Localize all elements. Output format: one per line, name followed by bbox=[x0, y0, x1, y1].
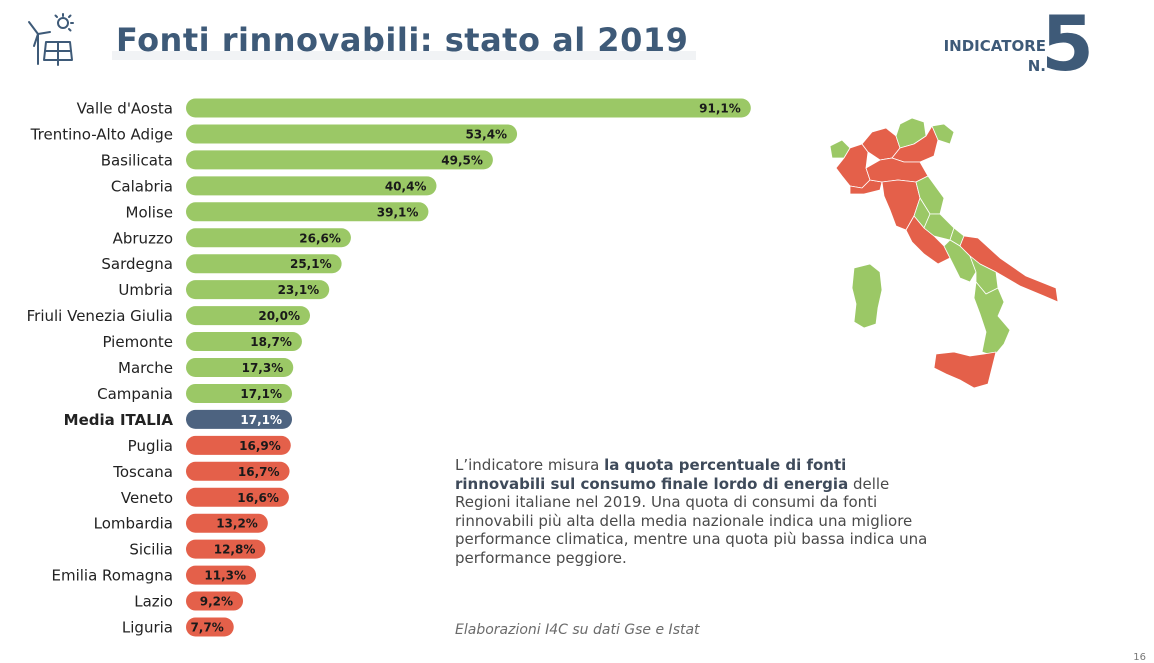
bar-value-label: 40,4% bbox=[385, 179, 427, 193]
bar bbox=[186, 565, 257, 585]
bar-value-label: 16,9% bbox=[239, 439, 281, 453]
indicator-label-line1: INDICATORE bbox=[943, 37, 1046, 55]
bar bbox=[186, 280, 330, 300]
bar-value-label: 39,1% bbox=[377, 205, 419, 219]
category-label: Calabria bbox=[111, 177, 173, 195]
category-label: Molise bbox=[126, 203, 174, 221]
bar bbox=[186, 617, 234, 637]
indicator-description: L’indicatore misura la quota percentuale… bbox=[455, 456, 935, 568]
bar bbox=[186, 461, 290, 481]
bar bbox=[186, 228, 351, 248]
category-label: Friuli Venezia Giulia bbox=[27, 307, 173, 325]
description-bold: la quota percentuale di fonti rinnovabil… bbox=[455, 456, 849, 493]
map-region-sicilia bbox=[933, 351, 997, 389]
bar-value-label: 26,6% bbox=[299, 231, 341, 245]
source-note: Elaborazioni I4C su dati Gse e Istat bbox=[455, 622, 700, 638]
bar-value-label: 11,3% bbox=[204, 569, 246, 583]
indicator-number: 5 bbox=[1041, 0, 1094, 88]
title-banner: Fonti rinnovabili: stato al 2019 bbox=[112, 20, 697, 60]
category-label: Liguria bbox=[122, 619, 173, 637]
indicator-label: INDICATORE N. bbox=[944, 36, 1046, 76]
bar-value-label: 18,7% bbox=[250, 335, 292, 349]
category-label: Emilia Romagna bbox=[51, 567, 173, 585]
bar-value-label: 13,2% bbox=[216, 517, 258, 531]
bar bbox=[186, 254, 342, 274]
page-title: Fonti rinnovabili: stato al 2019 bbox=[116, 21, 689, 59]
map-region-sardegna bbox=[851, 263, 883, 329]
bar bbox=[186, 383, 293, 403]
bar-value-label: 20,0% bbox=[258, 309, 300, 323]
bar bbox=[186, 98, 751, 118]
bar bbox=[186, 176, 437, 196]
renewables-bar-chart: Valle d'Aosta 91,1% Trentino-Alto Adige 53,… bbox=[27, 98, 751, 637]
bar bbox=[186, 539, 266, 559]
bar-value-label: 17,1% bbox=[240, 413, 282, 427]
bar-value-label: 53,4% bbox=[465, 127, 507, 141]
bar-value-label: 91,1% bbox=[699, 102, 741, 116]
indicator-label-line2: N. bbox=[1027, 57, 1046, 75]
category-label: Media ITALIA bbox=[64, 411, 174, 429]
category-label: Valle d'Aosta bbox=[77, 100, 173, 118]
category-label: Piemonte bbox=[102, 333, 173, 351]
page-number: 16 bbox=[1133, 652, 1146, 663]
indicator-badge: INDICATORE N. 5 bbox=[934, 4, 1124, 84]
category-label: Veneto bbox=[121, 489, 173, 507]
bar-value-label: 9,2% bbox=[200, 595, 233, 609]
bar bbox=[186, 513, 268, 533]
category-label: Basilicata bbox=[101, 151, 173, 169]
bar bbox=[186, 332, 302, 352]
bar-value-label: 17,3% bbox=[242, 361, 284, 375]
category-label: Umbria bbox=[118, 281, 173, 299]
category-label: Abruzzo bbox=[113, 229, 173, 247]
bar bbox=[186, 591, 244, 611]
bar bbox=[186, 435, 291, 455]
bar bbox=[186, 487, 289, 507]
description-part1: L’indicatore misura bbox=[455, 456, 605, 474]
category-label: Marche bbox=[118, 359, 173, 377]
bar bbox=[186, 202, 429, 222]
bar-value-label: 49,5% bbox=[441, 153, 483, 167]
map-region-emilia bbox=[865, 157, 929, 183]
bar bbox=[186, 358, 294, 377]
bar bbox=[186, 124, 518, 144]
category-label: Toscana bbox=[112, 463, 173, 481]
map-region-calabria bbox=[973, 281, 1011, 357]
bar bbox=[186, 150, 493, 170]
category-label: Lombardia bbox=[94, 515, 173, 533]
category-label: Puglia bbox=[128, 437, 173, 455]
map-region-liguria bbox=[849, 179, 883, 195]
bar-value-label: 23,1% bbox=[278, 283, 320, 297]
category-label: Sicilia bbox=[129, 541, 173, 559]
category-label: Sardegna bbox=[101, 255, 173, 273]
italy-regions-map-icon bbox=[820, 117, 1070, 398]
wind-solar-icon bbox=[26, 12, 76, 66]
bar-value-label: 12,8% bbox=[214, 543, 256, 557]
category-label: Campania bbox=[97, 385, 173, 403]
bar bbox=[186, 409, 293, 429]
bar-value-label: 7,7% bbox=[190, 621, 223, 635]
bar-value-label: 16,6% bbox=[237, 491, 279, 505]
category-label: Trentino-Alto Adige bbox=[30, 125, 173, 143]
bar bbox=[186, 306, 310, 326]
map-region-friuli bbox=[931, 123, 955, 145]
description-part2: delle Regioni italiane nel 2019. Una quo… bbox=[455, 474, 928, 567]
bar-value-label: 16,7% bbox=[238, 465, 280, 479]
bar-value-label: 17,1% bbox=[240, 387, 282, 401]
bar-value-label: 25,1% bbox=[290, 257, 332, 271]
category-label: Lazio bbox=[134, 593, 173, 611]
